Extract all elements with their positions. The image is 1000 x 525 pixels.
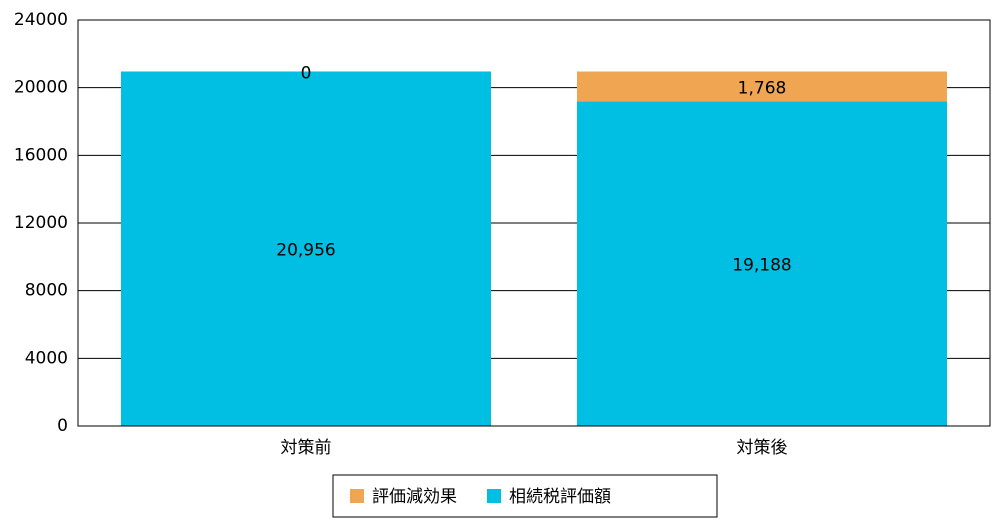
- legend-label: 相続税評価額: [509, 487, 611, 507]
- y-tick-label: 8000: [25, 281, 68, 301]
- value-label: 0: [301, 63, 312, 83]
- plot-border: [77, 19, 991, 427]
- x-tick-label: 対策前: [281, 438, 332, 458]
- legend-swatch: [487, 489, 501, 503]
- value-label: 1,768: [738, 78, 787, 98]
- bar-segment: [577, 101, 947, 426]
- bar-segment: [577, 71, 947, 102]
- legend-swatch: [350, 489, 364, 503]
- value-label: 20,956: [276, 241, 335, 261]
- legend-box: [332, 474, 718, 518]
- y-tick-label: 4000: [25, 348, 68, 368]
- legend-label: 評価減効果: [372, 487, 457, 507]
- value-label: 19,188: [732, 256, 791, 276]
- y-tick-label: 24000: [14, 10, 68, 30]
- y-tick-label: 20000: [14, 78, 68, 98]
- x-tick-label: 対策後: [737, 438, 788, 458]
- y-tick-label: 0: [57, 416, 68, 436]
- bar-segment: [121, 71, 491, 427]
- y-tick-label: 12000: [14, 213, 68, 233]
- y-tick-label: 16000: [14, 145, 68, 165]
